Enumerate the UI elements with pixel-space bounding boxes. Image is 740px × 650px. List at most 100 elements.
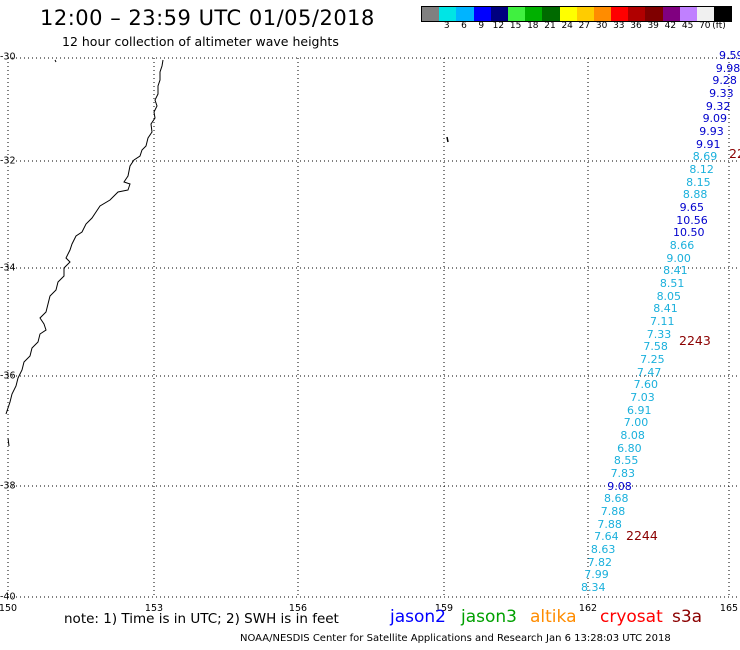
wave-height-value: 8.55 [613,454,639,468]
wave-height-value: 7.33 [646,327,672,341]
wave-height-value: 7.99 [584,568,609,582]
legend-swatch [611,7,629,21]
wave-height-value: 8.41 [663,264,688,278]
wave-height-value: 10.50 [673,226,705,240]
legend-label: 24 [561,21,573,31]
island-mark [446,136,449,143]
legend-swatch [697,7,715,21]
wave-height-value: 8.08 [620,429,645,442]
wave-height-value: 9.00 [666,251,691,265]
wave-height-value: 8.69 [692,150,718,164]
legend-swatch [645,7,663,21]
legend-label: 33 [613,21,625,31]
legend-label: 21 [544,21,556,31]
wave-height-value: 7.82 [587,555,613,569]
lat-label: -40 [0,591,16,603]
wave-height-value: 9.93 [699,125,724,138]
wave-height-value: 8.05 [656,289,682,303]
coast-dot [54,59,57,63]
satellite-label-altika: altika [530,607,577,627]
legend-swatch [525,7,543,21]
color-scale-labels: 3 6 9 12 15 18 21 24 27 30 33 36 39 42 45 70 (ft) [421,21,729,35]
legend-swatch [507,7,526,21]
lon-label: 165 [719,603,739,614]
wave-height-value: 8.66 [669,239,695,252]
legend-swatch [628,7,646,21]
lat-label: -34 [0,262,16,274]
wave-height-value: 8.12 [689,163,714,176]
legend-swatch [679,7,697,21]
pass-time-label: 2244 [626,528,658,543]
wave-height-value: 8.88 [682,188,708,202]
lon-label: 159 [434,603,454,614]
legend-label: 36 [630,21,642,31]
wave-height-value: 7.83 [610,467,636,480]
legend-swatch [473,7,491,21]
legend-label: 12 [492,21,505,31]
legend-swatch [456,7,474,21]
legend-swatch [559,7,577,21]
legend-label: 42 [664,21,677,31]
legend-label: 6 [461,21,467,31]
lat-label: -30 [0,51,16,63]
legend-swatch [542,7,560,21]
legend-label: 39 [647,21,659,31]
legend-unit-label: (ft) [712,21,726,31]
wave-height-value: 9.33 [709,87,734,100]
wave-height-value: 7.03 [630,391,655,404]
legend-label: 27 [578,21,591,31]
wave-height-value: 8.68 [604,492,629,506]
wave-height-value: 8.41 [653,302,678,316]
wave-height-value: 7.25 [640,353,665,366]
legend-swatch [439,7,457,21]
legend-swatch [490,7,508,21]
wave-height-value: 7.58 [643,340,668,354]
wave-height-value: 9.28 [712,74,737,88]
wave-height-value: 7.11 [650,315,675,328]
wave-height-value: 7.88 [597,517,622,531]
lon-label: 153 [144,603,164,614]
pass-time-label: 22 [729,146,740,161]
satellite-label-jason3: jason3 [461,607,517,627]
lat-label: -38 [0,480,16,492]
legend-swatch [714,7,732,21]
lat-label: -32 [0,155,16,167]
map-subtitle: 12 hour collection of altimeter wave hei… [62,34,339,49]
legend-label: 15 [509,21,522,31]
legend-label: 45 [681,21,694,31]
satellite-label-cryosat: cryosat [600,607,663,627]
legend-swatch [422,7,440,21]
wave-height-value: 9.59 [719,49,740,62]
wave-height-value: 8.34 [581,581,606,594]
wave-height-value: 7.64 [594,530,619,544]
wave-height-value: 9.98 [715,61,740,75]
wave-height-value: 9.65 [679,201,705,214]
wave-height-value: 6.80 [617,441,642,455]
wave-height-value: 9.09 [702,112,728,126]
wave-height-value: 9.91 [696,137,721,151]
legend-swatch [576,7,594,21]
wave-height-value: 6.91 [627,403,652,417]
lon-label: 162 [578,603,598,614]
map-title: 12:00 – 23:59 UTC 01/05/2018 [40,6,375,30]
lon-label: 150 [0,603,18,614]
satellite-label-jason2: jason2 [390,607,446,627]
coastline-fragment [7,437,10,447]
legend-swatch [593,7,612,21]
legend-label: 3 [443,21,450,31]
coastline [5,59,164,415]
legend-label: 30 [595,21,608,31]
color-scale-legend [421,6,733,22]
legend-label: 18 [527,21,539,31]
wave-height-value: 8.51 [659,277,685,290]
map-grid [7,57,740,598]
wave-height-value: 8.15 [686,175,711,189]
satellite-label-s3a: s3a [672,607,703,627]
wave-height-value: 7.47 [636,365,662,379]
footer-credit: NOAA/NESDIS Center for Satellite Applica… [240,633,671,644]
note-text: note: 1) Time is in UTC; 2) SWH is in fe… [64,611,339,627]
wave-height-value: 8.63 [590,543,616,556]
lon-label: 156 [288,603,308,614]
wave-height-value: 7.00 [623,416,649,430]
